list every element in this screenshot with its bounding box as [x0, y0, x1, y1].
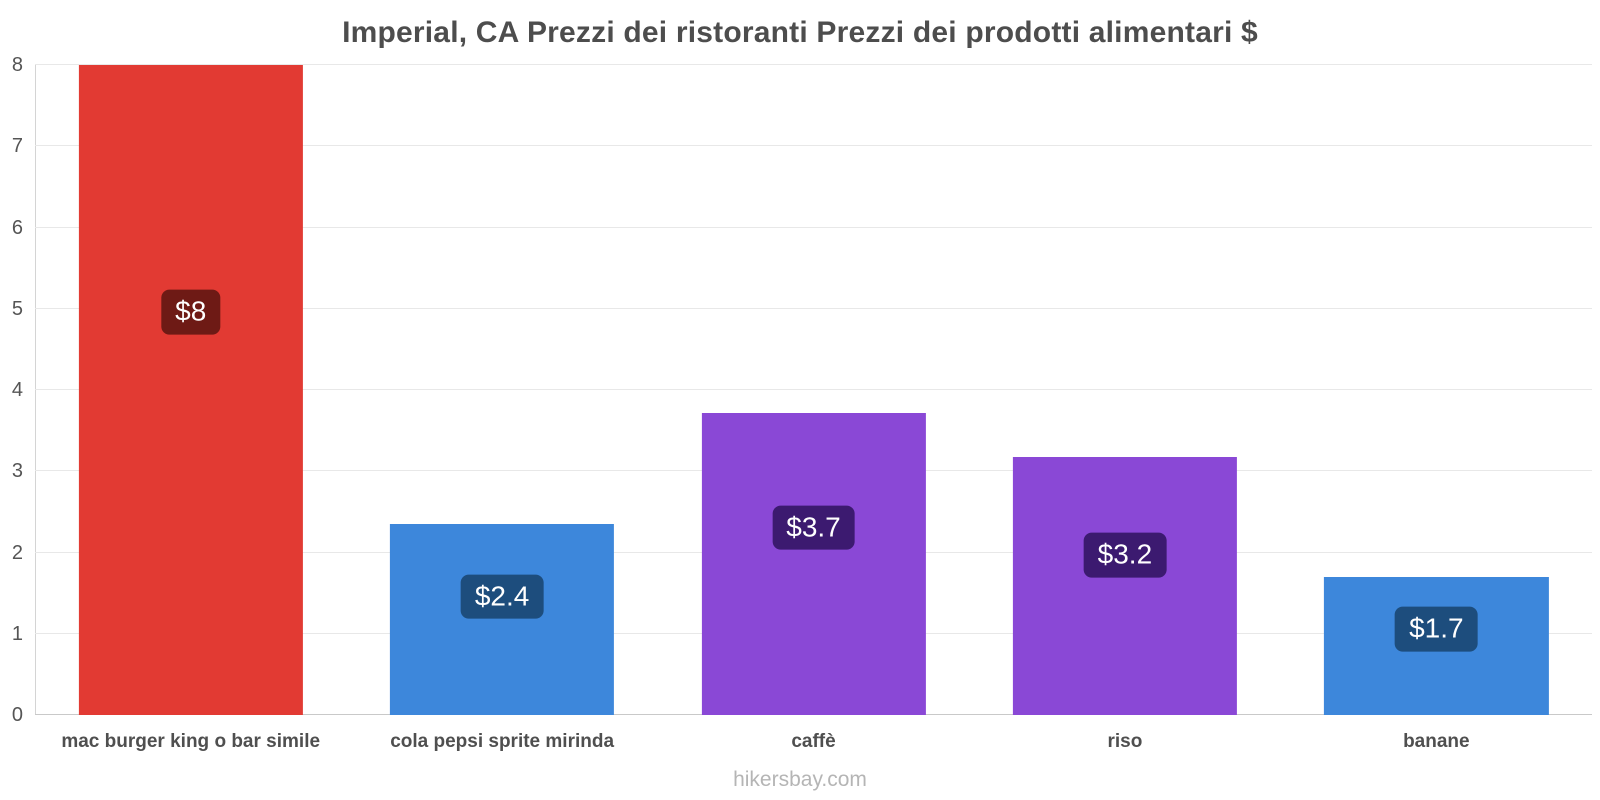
footer-credit: hikersbay.com [733, 768, 867, 791]
category-label: caffè [791, 731, 836, 752]
bar-slot-1: $2.4 cola pepsi sprite mirinda [346, 65, 657, 752]
y-tick-label-0: 0 [11, 704, 23, 726]
gridline-y-6 [35, 226, 1592, 228]
y-tick-label-5: 5 [11, 297, 23, 320]
gridline-y-8 [35, 64, 1592, 65]
bar-1: $2.4 [390, 524, 615, 715]
y-tick-label-4: 4 [11, 379, 23, 401]
category-label: riso [1107, 731, 1143, 752]
gridline-y-7 [35, 145, 1592, 147]
bar-value-badge: $3.2 [1083, 532, 1167, 578]
gridline-y-4 [35, 389, 1592, 390]
bar-2: $3.7 [701, 412, 926, 715]
y-tick-label-8: 8 [11, 54, 23, 76]
bar-4: $1.7 [1324, 576, 1549, 715]
chart-title: Imperial, CA Prezzi dei ristoranti Prezz… [342, 16, 1258, 49]
y-tick-label-7: 7 [11, 135, 23, 158]
category-label: mac burger king o bar simile [61, 731, 321, 752]
y-tick-label-1: 1 [11, 622, 23, 645]
bar-value-badge: $1.7 [1395, 606, 1478, 652]
y-axis-line [35, 65, 36, 715]
bar-slot-0: $8 mac burger king o bar simile [35, 65, 346, 752]
plot-area: 0 1 2 3 4 5 6 7 8 $8 mac burger king o bar simile $… [12, 55, 1592, 752]
bar-slot-4: $1.7 banane [1281, 65, 1592, 752]
category-label: cola pepsi sprite mirinda [390, 731, 615, 752]
category-label: banane [1403, 731, 1470, 752]
y-tick-label-3: 3 [11, 460, 23, 483]
bar-3: $3.2 [1012, 456, 1238, 715]
y-tick-label-6: 6 [11, 216, 23, 239]
bar-0: $8 [78, 65, 303, 715]
bar-value-badge: $8 [161, 289, 221, 335]
bar-value-badge: $3.7 [772, 505, 855, 550]
bar-slot-2: $3.7 caffè [658, 65, 969, 752]
bar-value-badge: $2.4 [460, 574, 544, 620]
y-tick-label-2: 2 [11, 541, 23, 564]
gridline-y-5 [35, 307, 1592, 309]
bars-container: $8 mac burger king o bar simile $2.4 cola p… [35, 65, 1592, 752]
bar-slot-3: $3.2 riso [969, 65, 1280, 752]
